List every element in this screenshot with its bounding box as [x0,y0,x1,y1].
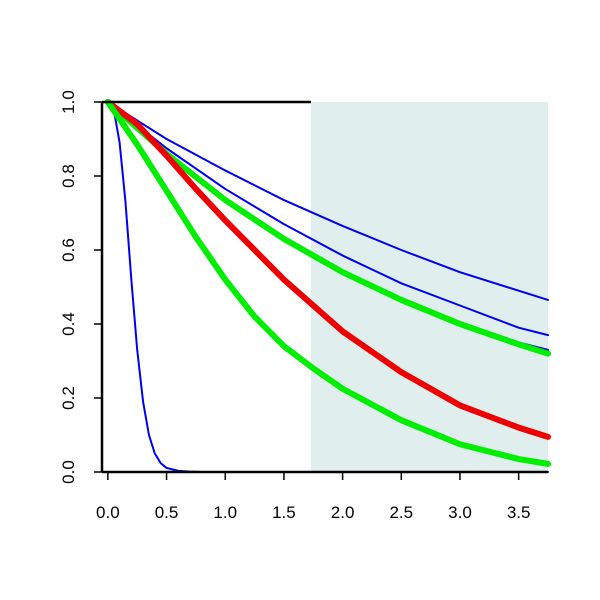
series-line-6 [104,99,551,440]
x-tick-label: 2.5 [389,503,413,522]
axes-layer [100,100,548,474]
shaded-region [310,102,548,472]
y-tick-label: 0.2 [59,386,78,410]
x-tick-label: 3.0 [448,503,472,522]
x-tick-label: 1.0 [213,503,237,522]
y-tick-label: 0.8 [59,164,78,188]
series-line-3 [106,101,549,337]
y-tick-label: 0.4 [59,312,78,336]
y-tick-label: 1.0 [59,90,78,114]
x-tick-label: 0.0 [96,503,120,522]
series-line-5 [104,99,551,357]
y-tick-label: 0.0 [59,460,78,484]
x-tick-label: 1.5 [272,503,296,522]
x-tick-label: 3.5 [507,503,531,522]
x-tick-label: 2.0 [331,503,355,522]
series-line-7 [104,99,551,467]
y-tick-label: 0.6 [59,238,78,262]
series-line-2 [106,101,549,301]
y-ticks: 0.0 0.2 0.4 0.6 0.8 1.0 [59,90,102,484]
x-tick-label: 0.5 [155,503,179,522]
series-layer [104,99,551,473]
shaded-region-layer [310,102,548,472]
x-ticks: 0.0 0.5 1.0 1.5 2.0 2.5 3.0 3.5 [96,472,530,522]
